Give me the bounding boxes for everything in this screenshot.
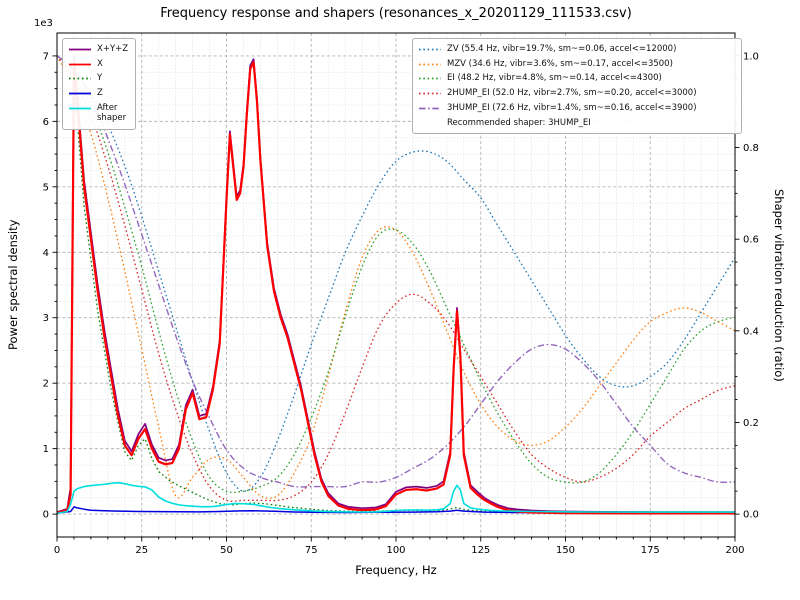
legend-entry-label: 2HUMP_EI (52.0 Hz, vibr=2.7%, sm~=0.20, … [447,87,697,98]
y-left-tick-label: 5 [43,182,49,193]
legend-sample-line [419,107,441,109]
legend-entry: X [68,59,128,73]
legend-entry-label: MZV (34.6 Hz, vibr=3.6%, sm~=0.17, accel… [447,58,673,69]
shaper-curves [57,55,735,502]
y-right-tick-label: 0.4 [743,326,759,337]
legend-entry-label: X+Y+Z [97,44,129,54]
tick-labels: 0 25 50 75 100 125 150 175 200 0 1 2 3 4 5 6 7 0.0 0.2 0.4 0… [43,51,759,556]
psd-curve-x [57,61,735,515]
y-axis-label-right: Shaper vibration reduction (ratio) [772,188,786,382]
y-left-tick-label: 7 [43,51,49,62]
shaper-curve-MZV [57,55,735,499]
x-tick-label: 150 [556,545,575,556]
3hump_ei-line-sample [418,104,442,117]
legend-entry-label: After shaper [97,102,127,124]
x-tick-label: 50 [220,545,233,556]
y-left-tick-label: 4 [43,248,49,259]
ei-line-sample [418,74,442,87]
y-left-tick-label: 2 [43,379,49,390]
legend-entry: ZV (55.4 Hz, vibr=19.7%, sm~=0.06, accel… [418,44,734,58]
x-tick-label: 75 [305,545,318,556]
legend-entry: Z [68,88,128,102]
y-right-tick-label: 0.8 [743,143,759,154]
psd-curves [57,55,735,515]
legend-sample-line [419,63,441,66]
z-line-sample [68,89,92,102]
psd-curve-z [57,506,735,514]
legend-entry-label: Z [97,87,103,98]
legend-entry: 3HUMP_EI (72.6 Hz, vibr=1.4%, sm~=0.16, … [418,103,734,117]
shaper-curve-3HUMP_EI [57,55,735,488]
legend-entry-label: Y [97,73,103,84]
shaper-curve-EI [57,55,735,494]
y-right-tick-label: 0.0 [743,510,759,521]
y-left-tick-label: 3 [43,313,49,324]
legend-entry-label: X [97,58,103,69]
y-right-tick-label: 1.0 [743,51,759,62]
chart-title: Frequency response and shapers (resonanc… [160,6,632,21]
legend-sample-line [69,107,91,109]
legend-entry: 2HUMP_EI (52.0 Hz, vibr=2.7%, sm~=0.20, … [418,88,734,102]
y-right-tick-label: 0.2 [743,418,759,429]
x-tick-label: 25 [135,545,148,556]
x-tick-label: 0 [54,545,60,556]
legend-entry-label: 3HUMP_EI (72.6 Hz, vibr=1.4%, sm~=0.16, … [447,102,697,113]
legend-entry-label: EI (48.2 Hz, vibr=4.8%, sm~=0.14, accel<… [447,73,662,84]
x-tick-label: 175 [641,545,660,556]
shaper-curve-2HUMP_EI [57,55,735,502]
x-tick-label: 100 [386,545,405,556]
x+y+z-line-sample [68,45,92,58]
y-axis-offset-label: 1e3 [34,18,53,29]
x-axis-label: Frequency, Hz [355,563,437,577]
legend-shapers: ZV (55.4 Hz, vibr=19.7%, sm~=0.06, accel… [412,38,742,134]
legend-sample-line [419,48,441,51]
legend-sample-line [69,92,91,95]
mzv-line-sample [418,60,442,73]
y-left-tick-label: 1 [43,444,49,455]
legend-entry-label: ZV (55.4 Hz, vibr=19.7%, sm~=0.06, accel… [447,44,677,54]
y-left-tick-label: 0 [43,510,49,521]
y-left-tick-label: 6 [43,117,49,128]
legend-psd: X+Y+Z X Y Z After shaper [62,38,137,130]
after shaper-line-sample [68,104,92,117]
legend-entry: EI (48.2 Hz, vibr=4.8%, sm~=0.14, accel<… [418,73,734,87]
legend-entry: X+Y+Z [68,44,128,58]
x-tick-label: 200 [725,545,744,556]
shaper-curve-ZV [57,55,735,492]
legend-sample-line [69,63,91,66]
legend-sample-line [69,77,91,80]
legend-sample-line [419,77,441,80]
x-line-sample [68,60,92,73]
legend-entry: After shaper [68,103,128,124]
2hump_ei-line-sample [418,89,442,102]
legend-entry: MZV (34.6 Hz, vibr=3.6%, sm~=0.17, accel… [418,59,734,73]
y-line-sample [68,74,92,87]
x-tick-label: 125 [471,545,490,556]
psd-curve-after-shaper [57,481,735,515]
legend-entry: Y [68,73,128,87]
y-right-tick-label: 0.6 [743,235,759,246]
zv-line-sample [418,45,442,58]
legend-sample-line [69,48,91,51]
recommended-shaper-text: Recommended shaper: 3HUMP_EI [447,118,591,129]
legend-sample-line [419,92,441,95]
